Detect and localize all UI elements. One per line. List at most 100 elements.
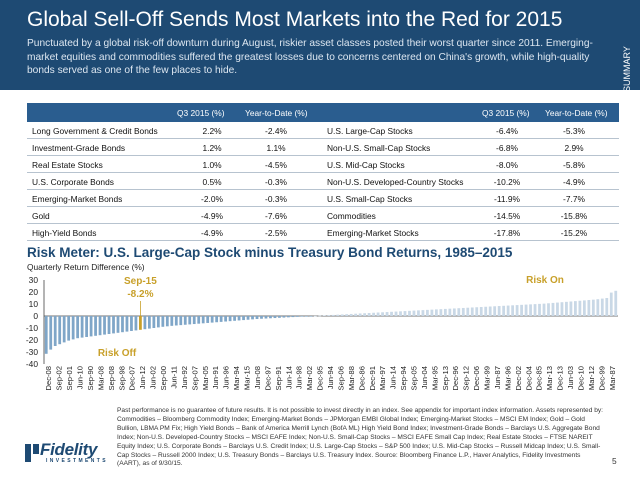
chart-title: Risk Meter: U.S. Large-Cap Stock minus T… xyxy=(27,245,513,260)
bar xyxy=(94,316,97,336)
y-tick-label: -30 xyxy=(26,347,38,357)
cell-q3-value: 0.5% xyxy=(202,177,222,187)
x-tick-label: Sep-91 xyxy=(274,366,283,391)
x-tick-label: Dec-97 xyxy=(263,366,272,390)
bar xyxy=(497,306,501,316)
bar xyxy=(609,292,613,316)
bar xyxy=(417,310,420,316)
bar xyxy=(260,316,263,319)
x-tick-label: Mar-12 xyxy=(587,366,596,390)
bar xyxy=(345,314,349,316)
bar xyxy=(479,307,483,316)
x-tick-label: Sep-05 xyxy=(409,366,418,391)
bar xyxy=(165,316,169,327)
cell-ytd-value: -0.3% xyxy=(265,194,287,204)
cell-ytd-value: -2.5% xyxy=(265,228,287,238)
cell-ytd-value: 1.1% xyxy=(266,143,286,153)
x-tick-label: Sep-08 xyxy=(107,366,116,391)
bar xyxy=(605,298,609,316)
bar xyxy=(376,312,380,316)
cell-q3-value: 2.2% xyxy=(202,126,222,136)
bar xyxy=(156,316,160,328)
x-tick-label: Jun-08 xyxy=(253,366,262,389)
bar xyxy=(134,316,138,331)
x-tick-label: Jun-12 xyxy=(138,366,147,389)
bar xyxy=(269,316,272,319)
bar xyxy=(600,298,604,316)
bar xyxy=(170,316,174,326)
bar xyxy=(107,316,111,334)
bar xyxy=(44,316,48,354)
bar xyxy=(228,316,232,322)
cell-q3-value: -6.4% xyxy=(496,126,518,136)
x-tick-label: Dec-07 xyxy=(128,366,137,390)
cell-ytd-value: -4.9% xyxy=(563,177,585,187)
summary-side-tab[interactable]: SUMMARY xyxy=(620,32,636,102)
table-row: Emerging-Market Bonds -2.0% -0.3% U.S. Smal… xyxy=(27,190,619,207)
bar xyxy=(80,316,84,338)
highlight-label: Sep-15 xyxy=(124,276,157,287)
table-row: High-Yield Bonds -4.9% -2.5% Emerging-Marke… xyxy=(27,224,619,241)
bar xyxy=(237,316,241,321)
bar xyxy=(484,306,488,316)
cell-asset-name: U.S. Large-Cap Stocks xyxy=(327,126,413,136)
x-tick-label: Sep-06 xyxy=(336,366,345,391)
bar xyxy=(309,316,313,317)
bar xyxy=(349,313,353,316)
x-tick-label: Jun-14 xyxy=(284,366,293,389)
cell-q3-value: -17.8% xyxy=(493,228,521,238)
header-ytd-right: Year-to-Date (%) xyxy=(545,108,608,118)
bar xyxy=(143,316,147,330)
bar xyxy=(511,305,515,316)
bar xyxy=(488,306,492,316)
bar xyxy=(466,307,470,316)
x-tick-label: Dec-96 xyxy=(451,366,460,390)
logo-name: Fidelity xyxy=(40,440,98,459)
bar xyxy=(179,316,183,326)
bar xyxy=(49,316,53,350)
bar xyxy=(327,315,331,316)
x-tick-label: Mar-87 xyxy=(608,366,617,390)
cell-ytd-value: -7.7% xyxy=(563,194,585,204)
cell-asset-name: U.S. Corporate Bonds xyxy=(32,177,114,187)
bar xyxy=(520,304,523,316)
cell-ytd-value: -4.5% xyxy=(265,160,287,170)
bar xyxy=(452,308,456,316)
x-tick-label: Mar-15 xyxy=(243,366,252,390)
x-tick-label: Mar-97 xyxy=(378,366,387,390)
bar xyxy=(556,302,559,316)
bar xyxy=(439,309,443,316)
cell-q3-value: -14.5% xyxy=(493,211,521,221)
bar xyxy=(421,310,425,316)
bar xyxy=(291,316,295,318)
x-tick-label: Dec-10 xyxy=(576,366,585,390)
table-body: Long Government & Credit Bonds 2.2% -2.4% U… xyxy=(27,122,619,241)
x-tick-label: Mar-95 xyxy=(430,366,439,390)
cell-ytd-value: -5.8% xyxy=(563,160,585,170)
bar xyxy=(255,316,259,319)
returns-table: Q3 2015 (%) Year-to-Date (%) Q3 2015 (%)… xyxy=(27,103,619,241)
x-tick-label: Dec-86 xyxy=(357,366,366,390)
cell-q3-value: -11.9% xyxy=(494,194,520,204)
logo-subtext: INVESTMENTS xyxy=(46,458,108,464)
bar xyxy=(67,316,71,341)
bar xyxy=(112,316,115,334)
table-row: Gold -4.9% -7.6% Commodities -14.5% -15.8% xyxy=(27,207,619,224)
bar xyxy=(161,316,165,327)
x-tick-label: Jun-96 xyxy=(222,366,231,389)
cell-asset-name: Emerging-Market Bonds xyxy=(32,194,123,204)
bar xyxy=(614,290,618,316)
bar xyxy=(273,316,277,319)
x-tick-label: Dec-13 xyxy=(556,366,565,390)
cell-q3-value: -6.8% xyxy=(496,143,518,153)
x-tick-label: Jun-94 xyxy=(326,366,335,389)
bar xyxy=(587,300,591,316)
bar xyxy=(390,311,393,316)
y-tick-label: 20 xyxy=(29,287,39,297)
bar xyxy=(331,314,335,316)
bar xyxy=(197,316,201,324)
checkbox-icon xyxy=(624,95,632,102)
bar xyxy=(515,305,519,316)
x-tick-label: Dec-02 xyxy=(514,366,523,390)
bar xyxy=(246,316,250,320)
